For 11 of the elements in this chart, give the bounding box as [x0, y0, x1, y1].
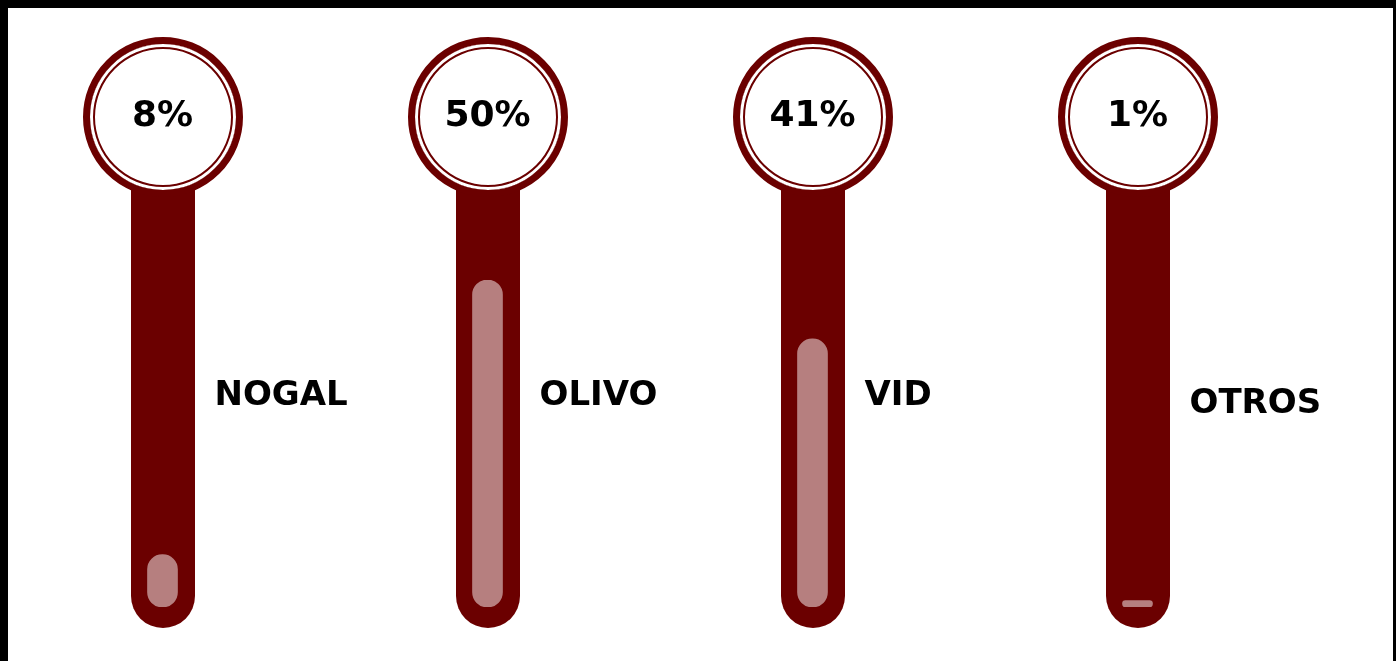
x-tick-label: OTROS — [1189, 380, 1322, 421]
bar — [797, 338, 828, 607]
data-label: 1% — [1106, 93, 1169, 135]
bar — [1122, 600, 1153, 607]
data-label: 41% — [769, 93, 856, 135]
x-tick-label: NOGAL — [214, 372, 348, 413]
data-label: 8% — [131, 93, 194, 135]
data-label: 50% — [444, 93, 531, 135]
bar — [472, 280, 503, 607]
x-tick-label: OLIVO — [539, 372, 658, 413]
x-tick-label: VID — [864, 372, 932, 413]
